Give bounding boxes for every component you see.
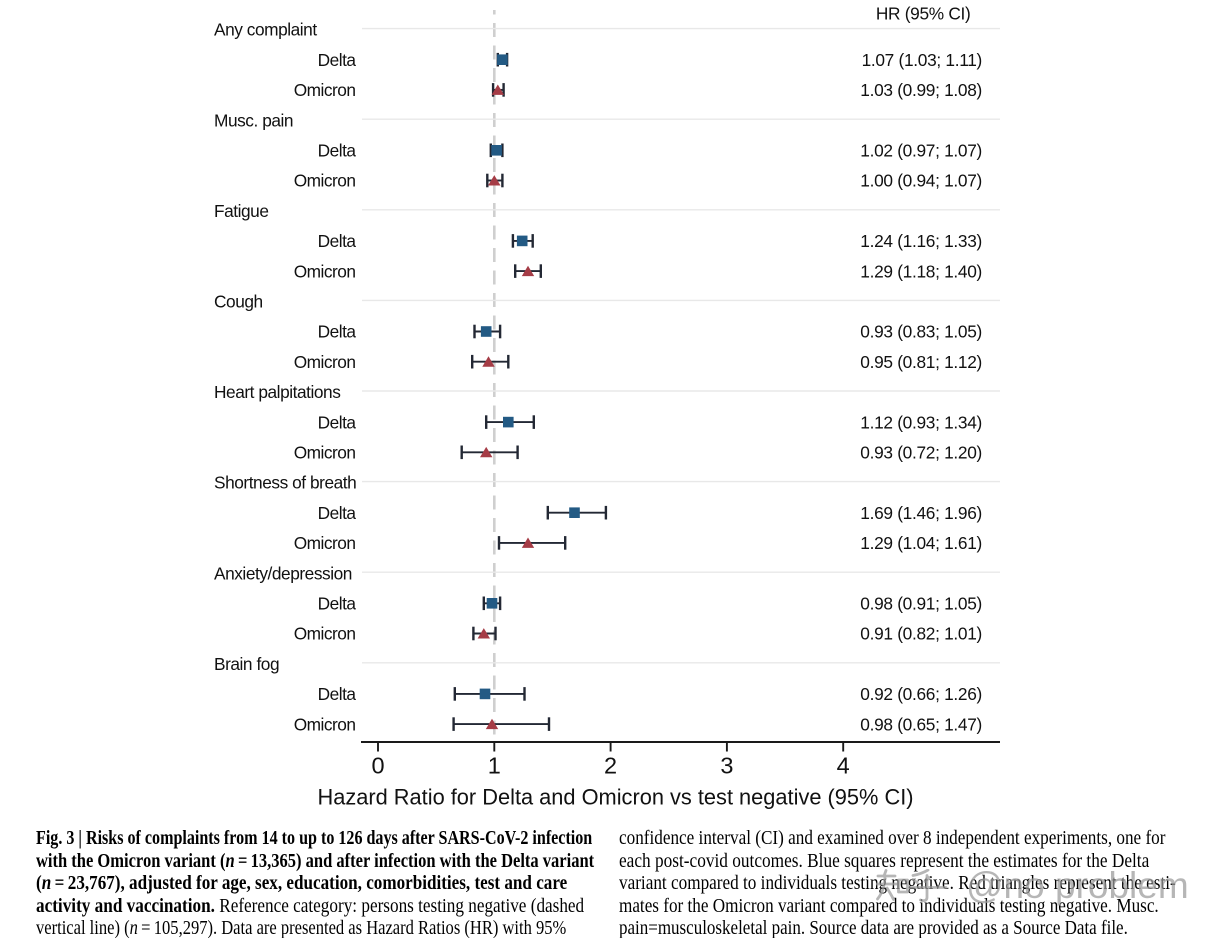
svg-text:Omicron: Omicron [294,352,356,372]
svg-text:1.24 (1.16; 1.33): 1.24 (1.16; 1.33) [860,231,982,251]
svg-text:Omicron: Omicron [294,80,356,100]
svg-text:1.29 (1.18; 1.40): 1.29 (1.18; 1.40) [860,261,982,281]
svg-text:4: 4 [837,753,850,779]
svg-text:Omicron: Omicron [294,261,356,281]
svg-text:Heart palpitations: Heart palpitations [214,382,341,402]
svg-text:1.03 (0.99; 1.08): 1.03 (0.99; 1.08) [860,80,982,100]
svg-text:0.95 (0.81; 1.12): 0.95 (0.81; 1.12) [860,352,982,372]
svg-text:Delta: Delta [318,141,357,161]
svg-text:0.98 (0.91; 1.05): 0.98 (0.91; 1.05) [860,594,982,614]
svg-text:Omicron: Omicron [294,171,356,191]
svg-text:0.91 (0.82; 1.01): 0.91 (0.82; 1.01) [860,624,982,644]
svg-text:Delta: Delta [318,50,357,70]
svg-text:0: 0 [371,753,384,779]
svg-text:Shortness of breath: Shortness of breath [214,473,356,493]
svg-text:HR (95% CI): HR (95% CI) [876,3,971,23]
svg-text:Any complaint: Any complaint [214,20,317,40]
svg-text:1.29 (1.04; 1.61): 1.29 (1.04; 1.61) [860,533,982,553]
svg-text:1.69 (1.46; 1.96): 1.69 (1.46; 1.96) [860,503,982,523]
svg-text:Delta: Delta [318,412,357,432]
svg-text:1.02 (0.97; 1.07): 1.02 (0.97; 1.07) [860,141,982,161]
svg-text:Delta: Delta [318,594,357,614]
svg-text:2: 2 [604,753,617,779]
svg-text:Musc. pain: Musc. pain [214,110,293,130]
svg-text:Omicron: Omicron [294,443,356,463]
svg-text:1.12 (0.93; 1.34): 1.12 (0.93; 1.34) [860,412,982,432]
svg-text:3: 3 [720,753,733,779]
svg-text:1.07 (1.03; 1.11): 1.07 (1.03; 1.11) [862,50,982,70]
svg-text:Delta: Delta [318,503,357,523]
svg-text:Anxiety/depression: Anxiety/depression [214,563,352,583]
svg-text:Fatigue: Fatigue [214,201,269,221]
svg-text:1.00 (0.94; 1.07): 1.00 (0.94; 1.07) [860,171,982,191]
svg-text:0.98 (0.65; 1.47): 0.98 (0.65; 1.47) [860,714,982,734]
svg-text:Delta: Delta [318,322,357,342]
svg-text:0.93 (0.83; 1.05): 0.93 (0.83; 1.05) [860,322,982,342]
svg-text:1: 1 [488,753,501,779]
svg-text:Brain fog: Brain fog [214,654,279,674]
svg-text:0.92 (0.66; 1.26): 0.92 (0.66; 1.26) [860,684,982,704]
svg-text:0.93 (0.72; 1.20): 0.93 (0.72; 1.20) [860,443,982,463]
svg-text:Cough: Cough [214,292,263,312]
svg-text:Omicron: Omicron [294,714,356,734]
svg-text:Delta: Delta [318,684,357,704]
svg-text:Omicron: Omicron [294,533,356,553]
svg-text:Omicron: Omicron [294,624,356,644]
svg-text:Hazard Ratio for Delta and Omi: Hazard Ratio for Delta and Omicron vs te… [317,785,913,810]
svg-text:Delta: Delta [318,231,357,251]
